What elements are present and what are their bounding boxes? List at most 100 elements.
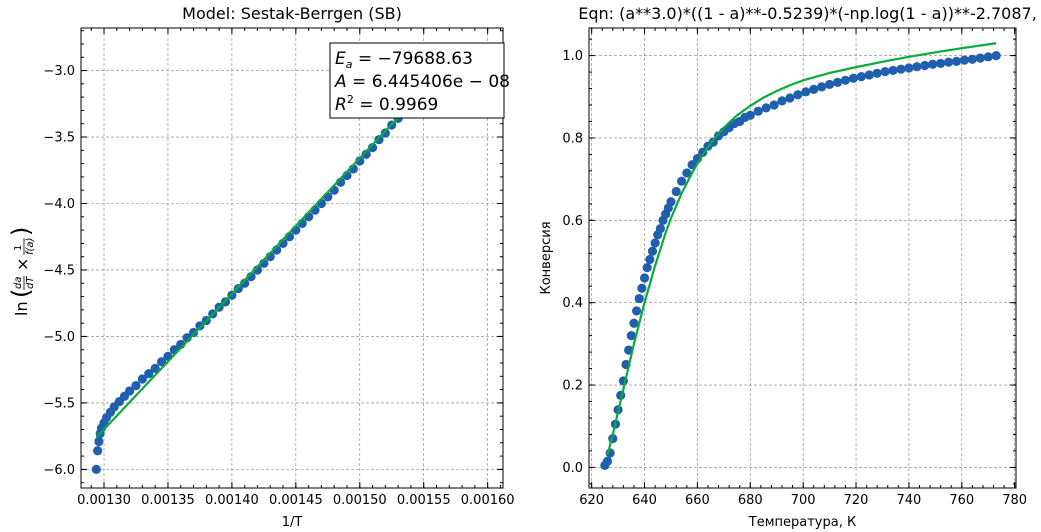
axes-frame [588,27,1017,489]
data-point [983,52,993,62]
data-point [195,321,205,331]
data-point [825,79,835,90]
data-point [91,464,101,474]
data-point [785,93,795,103]
data-point [872,68,882,78]
chart-title: Eqn: (a**3.0)*((1 - a)**-0.5239)*(-np.lo… [578,4,1037,23]
data-point [361,149,371,159]
data-point [809,84,819,94]
data-point [769,100,779,110]
y-axis-label: Конверсия [539,221,554,294]
x-tick-label: 760 [949,493,974,508]
y-tick-label: −4.5 [43,263,75,278]
data-point [928,59,938,69]
y-tick-label: 1.0 [562,49,583,64]
svg-text:da: da [13,277,24,289]
data-point [753,106,763,116]
y-tick-label: 0.6 [562,214,583,229]
data-point [888,65,898,76]
data-point [793,90,803,100]
data-point [634,293,644,304]
svg-text:(: ( [7,289,35,298]
y-tick-label: 0.0 [562,461,583,476]
plot-area [91,92,422,474]
x-axis-label: 1/T [282,515,303,530]
x-tick-label: 780 [1002,493,1027,508]
x-tick-label: 0.00160 [461,493,515,508]
x-tick-label: 640 [632,493,657,508]
data-point [761,103,771,113]
x-tick-label: 0.00155 [397,493,451,508]
data-point [943,57,954,67]
data-point [650,238,660,248]
axes-frame [80,27,504,489]
r-squared: R2 = 0.9969 [335,93,438,115]
y-tick-label: 0.4 [562,296,583,311]
data-point [967,54,977,64]
data-point [631,306,642,316]
chart-2: 620 640 660 680 700 720 740 760 780 0.0 0.2 0.4 0.6 0… [539,4,1037,530]
x-tick-label: 660 [685,493,710,508]
data-point [682,168,692,178]
y-axis-label: ln (da dT × 1 f(a)) [7,227,36,316]
data-point [864,70,874,80]
svg-text:f(a): f(a) [25,238,36,255]
data-point [666,197,676,207]
data-point [840,75,851,85]
data-point [655,223,665,234]
data-point [777,96,787,106]
data-point [832,77,843,87]
y-tick-label: −3.0 [43,64,75,79]
svg-text:×: × [13,258,32,271]
x-tick-label: 700 [791,493,816,508]
x-tick-label: 0.00135 [141,493,195,508]
data-point [380,128,390,138]
data-point [639,273,650,283]
svg-text:dT: dT [25,276,36,289]
data-point [645,254,655,265]
activation-energy: Ea = −79688.63 [335,49,473,71]
data-point [637,283,647,293]
x-tick-label: 0.00130 [77,493,131,508]
chart-1: 0.00130 0.00135 0.00140 0.00145 0.00150 0.001… [7,4,515,530]
data-point [856,71,866,82]
data-point [671,186,681,197]
data-point [959,55,970,65]
data-point [144,369,154,379]
data-point [124,386,135,396]
y-tick-label: 0.8 [562,131,583,146]
y-tick-label: −6.0 [43,463,75,478]
x-tick-label: 740 [897,493,922,508]
data-point [817,82,827,92]
plot-area [600,42,1001,470]
data-point [374,135,384,145]
data-point [920,60,930,71]
data-point [240,278,250,288]
x-tick-label: 680 [738,493,763,508]
data-point [137,374,147,384]
data-point [602,456,613,466]
fit-line [606,42,997,456]
x-tick-label: 620 [579,493,604,508]
x-tick-label: 0.00145 [269,493,323,508]
data-point [991,50,1001,61]
data-point [848,73,858,83]
data-point [975,53,985,63]
data-point [629,318,639,328]
y-tick-label: −3.5 [43,131,75,146]
svg-text:1: 1 [13,245,24,251]
svg-text:): ) [7,227,35,236]
data-point [188,327,199,338]
y-tick-label: 0.2 [562,379,583,394]
data-point [355,156,365,166]
data-point [896,64,906,74]
x-tick-label: 0.00150 [333,493,387,508]
pre-exponential-factor: A = 6.445406e − 08 [334,72,510,92]
data-point [912,62,922,72]
data-point [676,176,687,186]
data-point [150,363,160,373]
data-point [647,246,658,256]
data-point [745,110,755,120]
